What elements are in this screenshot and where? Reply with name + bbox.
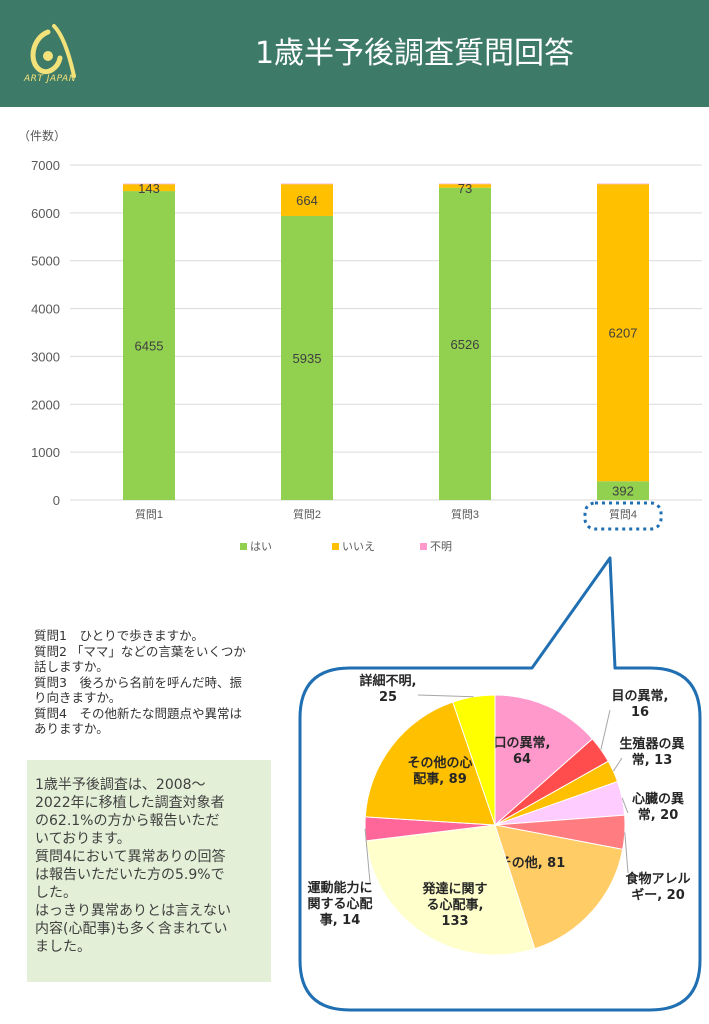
y-tick-label: 6000 [31,206,60,221]
leader-line [624,832,629,874]
y-tick-label: 7000 [31,158,60,173]
slice-label: 口の異常, 64 [494,735,551,767]
bar-segment [597,481,649,500]
stacked-bar-chart: （件数） 0 1000 2000 3000 4000 5000 6000 7000 6455 143… [18,128,702,553]
data-label: 5935 [293,351,322,366]
question-line: り向きますか。 [34,690,122,705]
slice-label: 心臓の異常, 20 [632,791,684,823]
bar-segment [123,184,175,192]
pie-chart: 口の異常, 64 目の異常, 16 生殖器の異常, 13 心臓の異常, 20 食物アレルギー… [307,673,691,956]
data-label: 143 [138,181,160,196]
x-tick-label: 質問1 [135,507,163,521]
data-label: 6207 [609,326,638,341]
note-line: した。 [35,885,77,901]
note-line: は報告いただいた方の5.9%で [35,867,225,883]
legend-label: いいえ [342,540,375,553]
question-line: 話しますか。 [34,659,109,674]
bar-segment [123,191,175,500]
slice-label: 発達に関する心配事, 133 [421,881,487,929]
y-tick-label: 0 [53,493,60,508]
note-line: 内容(心配事)も多く含まれてい [35,921,228,937]
data-label: 664 [296,193,318,208]
question-line: 質問1 ひとりで歩きますか。 [34,628,204,643]
note-line: 1歳半予後調査は、2008～ [35,777,206,793]
question-line: 質問4 その他新たな問題点や異常は [34,705,242,721]
legend-swatch [332,543,339,550]
note-line: 質問4において異常ありの回答 [35,849,226,865]
y-tick-label: 4000 [31,302,60,317]
legend-swatch [240,543,247,550]
bar-segment [439,183,491,185]
data-label: 392 [612,484,634,499]
legend-label: 不明 [430,540,452,553]
y-tick-label: 1000 [31,445,60,460]
leader-line [612,757,623,772]
slice-label: その他の心配事, 89 [407,755,472,787]
note-line: ました。 [35,939,91,955]
y-axis-label: （件数） [18,128,66,143]
bar-segment [281,215,333,500]
legend-label: はい [250,540,272,553]
question-line: ありますか。 [34,721,109,736]
question-list: 質問1 ひとりで歩きますか。 質問2 「ママ」などの言葉をいくつか 話しますか。… [34,628,266,737]
logo-text: ART JAPAN [24,74,76,84]
slice-label: その他, 81 [499,855,566,871]
legend-swatch [420,543,427,550]
x-tick-label: 質問3 [451,507,479,521]
note-line: 2022年に移植した調査対象者 [35,795,225,811]
highlight-outline [583,501,663,531]
art-japan-logo-icon [30,24,76,78]
leader-line [417,694,474,698]
question-line: 質問2 「ママ」などの言葉をいくつか [34,643,246,659]
y-tick-label: 3000 [31,349,60,364]
bar-segment [439,187,491,500]
x-tick-label: 質問4 [609,507,637,521]
question-line: 質問3 後ろから名前を呼んだ時、振 [34,674,242,690]
slice-label: 食物アレルギー, 20 [625,871,690,903]
pie-slice [494,694,594,827]
leader-line [364,828,371,883]
note-line: の62.1%の方から報告いただ [35,813,220,829]
slice-label: 生殖器の異常, 13 [619,736,684,768]
pie-slice [364,701,496,826]
bar-segment [281,183,333,185]
pie-slice [452,694,496,826]
bar-segment [597,183,649,185]
data-label: 73 [458,181,472,196]
leader-line [600,709,611,750]
page-title: 1歳半予後調査質問回答 [254,36,575,71]
leader-line [621,797,629,814]
slice-label: 運動能力に関する心配事, 14 [307,880,372,928]
pie-slice [365,824,536,956]
summary-note: 1歳半予後調査は、2008～ 2022年に移植した調査対象者 の62.1%の方か… [27,760,271,982]
header-bar: ART JAPAN 1歳半予後調査質問回答 [0,0,709,107]
data-label: 6455 [135,339,164,354]
x-tick-label: 質問2 [293,507,321,521]
bar-segment [439,184,491,188]
bar-segment [597,184,649,482]
slice-label: 目の異常, 16 [612,688,669,720]
bar-segment [281,184,333,216]
note-line: はっきり異常ありとは言えない [35,903,231,919]
bar-segment [123,183,175,185]
y-tick-label: 2000 [31,397,60,412]
slice-label: 詳細不明, 25 [360,673,417,705]
note-line: いております。 [35,831,131,847]
data-label: 6526 [451,337,480,352]
pie-slice [494,824,624,950]
y-tick-label: 5000 [31,254,60,269]
